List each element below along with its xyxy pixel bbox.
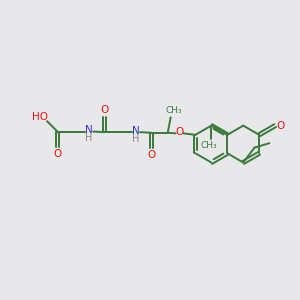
Text: O: O (276, 121, 285, 130)
Text: H: H (85, 133, 92, 143)
Text: H: H (132, 134, 139, 144)
Text: O: O (175, 128, 183, 137)
Text: N: N (132, 126, 140, 136)
Text: CH₃: CH₃ (165, 106, 182, 115)
Text: HO: HO (32, 112, 48, 122)
Text: O: O (53, 148, 62, 159)
Text: O: O (100, 105, 109, 115)
Text: O: O (147, 150, 155, 160)
Text: N: N (85, 125, 92, 135)
Text: CH₃: CH₃ (200, 141, 217, 150)
